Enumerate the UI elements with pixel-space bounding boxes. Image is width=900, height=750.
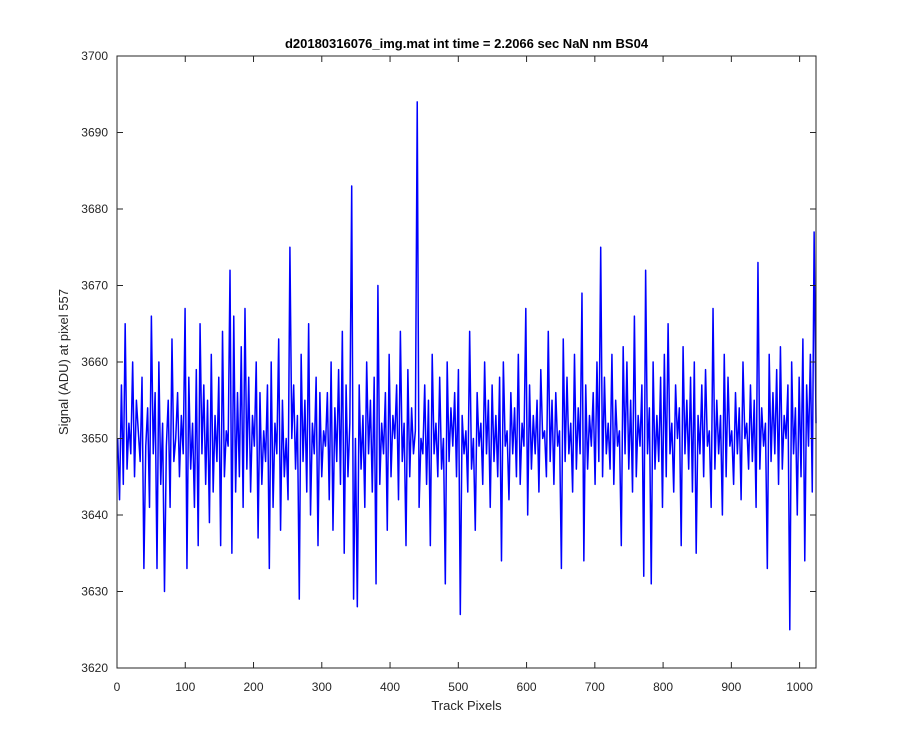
x-tick-label: 0	[114, 680, 121, 694]
ticks-layer: 0 100 200 300 400 500 600 700 800 900 1000 3620 3630…	[81, 49, 816, 694]
y-tick-label: 3650	[81, 432, 108, 446]
y-tick-label: 3660	[81, 355, 108, 369]
x-tick-label: 400	[380, 680, 400, 694]
x-tick-label: 200	[244, 680, 264, 694]
signal-series-line	[116, 101, 817, 631]
x-axis-label: Track Pixels	[431, 698, 502, 713]
y-tick-label: 3690	[81, 126, 108, 140]
y-tick-label: 3680	[81, 202, 108, 216]
y-tick-label: 3620	[81, 661, 108, 675]
y-tick-label: 3630	[81, 585, 108, 599]
x-tick-label: 900	[721, 680, 741, 694]
x-tick-label: 100	[175, 680, 195, 694]
x-tick-label: 300	[312, 680, 332, 694]
y-axis-label: Signal (ADU) at pixel 557	[56, 289, 71, 435]
y-tick-label: 3700	[81, 49, 108, 63]
x-tick-label: 500	[448, 680, 468, 694]
y-tick-label: 3670	[81, 279, 108, 293]
x-tick-label: 700	[585, 680, 605, 694]
x-tick-label: 1000	[786, 680, 813, 694]
y-tick-label: 3640	[81, 508, 108, 522]
x-tick-label: 800	[653, 680, 673, 694]
series-layer	[116, 101, 817, 631]
chart-title: d20180316076_img.mat int time = 2.2066 s…	[285, 36, 649, 51]
x-tick-label: 600	[517, 680, 537, 694]
